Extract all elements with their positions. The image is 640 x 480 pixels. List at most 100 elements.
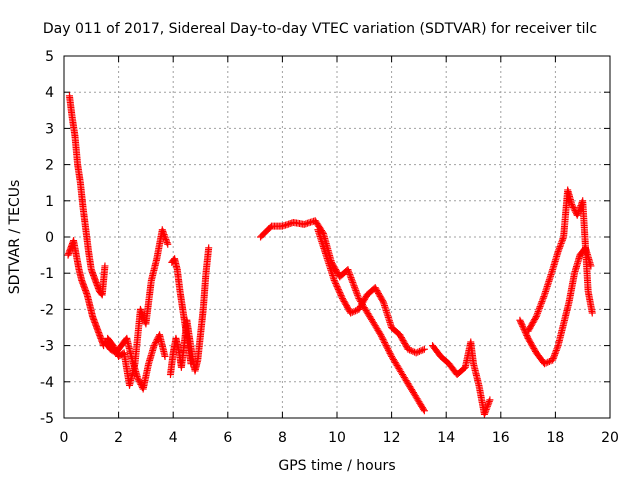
data-point-plus (161, 234, 169, 242)
data-point-plus (338, 293, 346, 301)
y-tick-label: 4 (45, 85, 54, 101)
data-point-plus (534, 309, 542, 317)
x-tick-label: 16 (492, 430, 510, 446)
data-point-plus (387, 351, 395, 359)
data-point-plus (549, 354, 557, 362)
data-point-plus (535, 304, 543, 312)
data-point-plus (161, 232, 169, 240)
data-point-plus (542, 359, 550, 367)
x-tick-label: 14 (437, 430, 455, 446)
y-tick-label: -3 (40, 339, 54, 355)
data-point-plus (333, 282, 341, 290)
x-tick-label: 12 (383, 430, 401, 446)
data-point-plus (163, 239, 171, 247)
data-point-plus (354, 293, 362, 301)
data-point-plus (550, 353, 558, 361)
data-point-plus (159, 229, 167, 237)
data-point-plus (533, 311, 541, 319)
data-point-plus (152, 338, 160, 346)
data-point-plus (575, 206, 583, 214)
data-point-plus (407, 347, 415, 355)
x-tick-label: 20 (601, 430, 619, 446)
data-point-plus (347, 274, 355, 282)
data-point-plus (348, 275, 356, 283)
data-point-plus (540, 360, 548, 368)
data-point-plus (348, 277, 356, 285)
y-tick-labels: 5 4 3 2 1 0 -1 -2 -3 -4 -5 (40, 49, 54, 427)
data-point-plus (351, 283, 359, 291)
series-segment-6a (516, 244, 595, 368)
data-point-plus (150, 342, 158, 350)
data-point-plus (377, 332, 385, 340)
data-point-plus (350, 308, 358, 316)
data-point-plus (353, 290, 361, 298)
data-point-plus (384, 345, 392, 353)
data-point-plus (573, 211, 581, 219)
data-point-plus (379, 297, 387, 305)
data-point-plus (112, 348, 120, 356)
data-point-plus (558, 238, 566, 246)
data-point-plus (537, 299, 545, 307)
data-point-plus (134, 374, 142, 382)
data-point-plus (557, 241, 565, 249)
data-point-plus (332, 279, 340, 287)
data-point-plus (481, 409, 489, 417)
data-point-plus (406, 346, 414, 354)
data-point-plus (336, 289, 344, 297)
data-point-plus (348, 308, 356, 316)
data-point-plus (330, 276, 338, 284)
data-point-plus (111, 346, 119, 354)
data-point-plus (378, 334, 386, 342)
data-point-plus (536, 303, 544, 311)
data-point-plus (482, 407, 490, 415)
x-tick-label: 4 (169, 430, 178, 446)
data-point-plus (137, 307, 145, 315)
data-point-plus (555, 244, 563, 252)
data-point-plus (138, 309, 146, 317)
data-point-plus (336, 290, 344, 298)
data-point-plus (523, 331, 531, 339)
x-tick-labels: 0 2 4 6 8 10 12 14 16 18 20 (60, 430, 619, 446)
data-point-plus (205, 244, 213, 252)
data-point-plus (544, 358, 552, 366)
data-point-plus (519, 322, 527, 330)
data-point-plus (158, 226, 166, 234)
data-point-plus (345, 269, 353, 277)
data-point-plus (556, 243, 564, 251)
data-point-plus (159, 227, 167, 235)
data-point-plus (187, 360, 195, 368)
y-tick-label: -2 (40, 302, 54, 318)
data-point-plus (537, 301, 545, 309)
data-point-plus (554, 247, 562, 255)
data-point-plus (414, 348, 422, 356)
data-point-plus (552, 348, 560, 356)
x-tick-label: 2 (114, 430, 123, 446)
data-point-plus (555, 246, 563, 254)
data-point-plus (164, 240, 172, 248)
data-point-plus (540, 293, 548, 301)
data-point-plus (351, 285, 359, 293)
data-point-plus (160, 231, 168, 239)
y-tick-label: -4 (40, 375, 54, 391)
data-point-plus (379, 335, 387, 343)
data-point-plus (558, 236, 566, 244)
data-point-plus (485, 399, 493, 407)
data-point-plus (538, 298, 546, 306)
data-point-plus (412, 349, 420, 357)
data-point-plus (545, 358, 553, 366)
data-point-plus (552, 346, 560, 354)
data-point-plus (517, 319, 525, 327)
x-tick-label: 10 (328, 430, 346, 446)
data-point-plus (549, 356, 557, 364)
data-point-plus (569, 202, 577, 210)
data-point-plus (531, 314, 539, 322)
data-point-plus (559, 235, 567, 243)
data-point-plus (377, 331, 385, 339)
y-tick-label: 2 (45, 158, 54, 174)
series-segment-1a (65, 92, 109, 299)
y-axis-label: SDTVAR / TECUs (7, 180, 23, 295)
data-point-plus (332, 281, 340, 289)
data-point-plus (486, 396, 494, 404)
data-point-plus (550, 351, 558, 359)
data-point-plus (331, 278, 339, 286)
